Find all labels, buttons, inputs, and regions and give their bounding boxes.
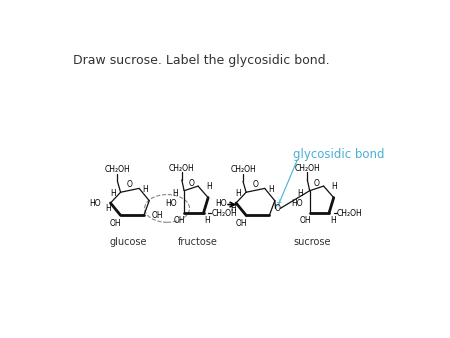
Text: OH: OH — [236, 219, 248, 227]
Text: CH₂OH: CH₂OH — [337, 209, 363, 218]
Text: CH₂OH: CH₂OH — [169, 164, 195, 173]
Text: H: H — [230, 204, 236, 213]
Text: H: H — [235, 189, 241, 197]
Text: +: + — [274, 198, 281, 207]
Text: O: O — [252, 180, 258, 189]
Text: H: H — [143, 185, 148, 194]
Text: H: H — [330, 216, 336, 225]
Text: glucose: glucose — [109, 237, 147, 247]
Text: H: H — [298, 189, 303, 197]
Text: H: H — [172, 189, 178, 197]
Text: H: H — [268, 185, 274, 194]
Text: CH₂OH: CH₂OH — [104, 165, 130, 174]
Text: CH₂OH: CH₂OH — [211, 209, 237, 218]
Text: H: H — [105, 204, 111, 213]
Text: O: O — [188, 178, 194, 188]
Text: OH: OH — [152, 211, 163, 220]
Text: OH: OH — [174, 216, 185, 225]
Text: HO: HO — [291, 199, 303, 208]
Text: CH₂OH: CH₂OH — [230, 165, 256, 174]
Text: O: O — [127, 180, 133, 189]
Text: glycosidic bond: glycosidic bond — [292, 148, 384, 161]
Text: O: O — [275, 204, 281, 213]
Text: CH₂OH: CH₂OH — [294, 164, 320, 173]
Text: OH: OH — [110, 219, 122, 227]
Text: H: H — [110, 189, 116, 197]
Text: H: H — [206, 183, 212, 191]
Text: OH: OH — [299, 216, 311, 225]
Text: sucrose: sucrose — [293, 237, 331, 247]
Text: H: H — [331, 183, 337, 191]
Text: H: H — [204, 216, 210, 225]
Text: HO: HO — [215, 198, 227, 208]
Text: O: O — [314, 178, 320, 188]
Text: HO: HO — [166, 199, 177, 208]
Text: HO: HO — [90, 198, 101, 208]
Text: Draw sucrose. Label the glycosidic bond.: Draw sucrose. Label the glycosidic bond. — [73, 54, 330, 67]
Text: fructose: fructose — [178, 237, 218, 247]
